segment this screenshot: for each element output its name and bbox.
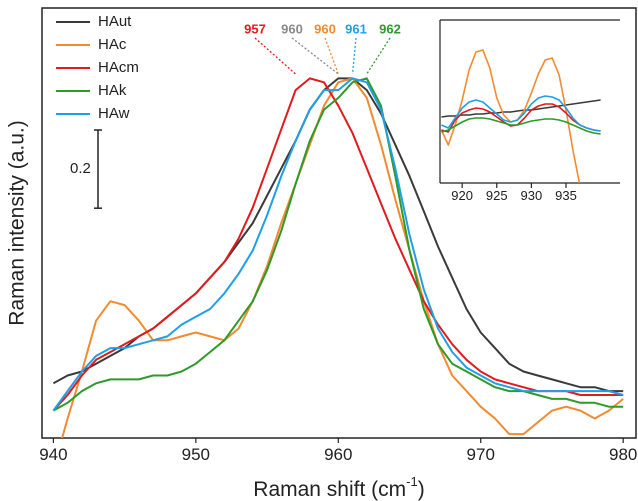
peak-label: 960 xyxy=(314,21,336,36)
series-line xyxy=(441,99,601,118)
x-axis-label-sup: -1 xyxy=(406,474,418,489)
series-line xyxy=(440,49,581,183)
x-tick-label: 930 xyxy=(521,188,543,203)
series-group xyxy=(52,77,624,438)
x-tick-label: 960 xyxy=(324,445,352,464)
peak-label: 961 xyxy=(345,21,367,36)
peak-label: 960 xyxy=(281,21,303,36)
x-tick-label: 935 xyxy=(555,188,577,203)
legend-label: HAk xyxy=(98,82,127,99)
legend-label: HAcm xyxy=(98,59,139,76)
legend-label: HAc xyxy=(98,36,127,53)
x-axis-label-text: Raman shift (cm xyxy=(253,478,406,501)
peak-leader xyxy=(366,37,391,75)
series-line xyxy=(441,103,601,133)
series-line xyxy=(52,77,624,412)
peak-label: 957 xyxy=(244,21,266,36)
peak-leader xyxy=(351,37,357,75)
peak-leader xyxy=(291,37,339,75)
x-tick-label: 950 xyxy=(182,445,210,464)
peak-leader xyxy=(254,37,296,75)
series-line xyxy=(61,77,624,438)
peak-leader xyxy=(324,37,339,75)
x-axis-label: Raman shift (cm-1) xyxy=(253,474,424,500)
plot-frame xyxy=(41,7,637,439)
scale-bar-label: 0.2 xyxy=(70,160,91,177)
x-axis-label-end: ) xyxy=(418,478,425,501)
series-line xyxy=(441,95,601,132)
x-tick-label: 920 xyxy=(451,188,473,203)
series-line xyxy=(52,77,624,412)
y-axis-label: Raman intensity (a.u.) xyxy=(6,120,29,325)
series-line xyxy=(441,117,601,135)
x-tick-label: 925 xyxy=(486,188,508,203)
series-group xyxy=(440,49,601,183)
x-tick-label: 940 xyxy=(39,445,67,464)
x-tick-label: 970 xyxy=(467,445,495,464)
x-tick-label: 980 xyxy=(609,445,637,464)
legend-label: HAw xyxy=(98,105,130,122)
peak-label: 962 xyxy=(379,21,401,36)
legend-label: HAut xyxy=(98,13,132,30)
series-line xyxy=(52,77,624,412)
